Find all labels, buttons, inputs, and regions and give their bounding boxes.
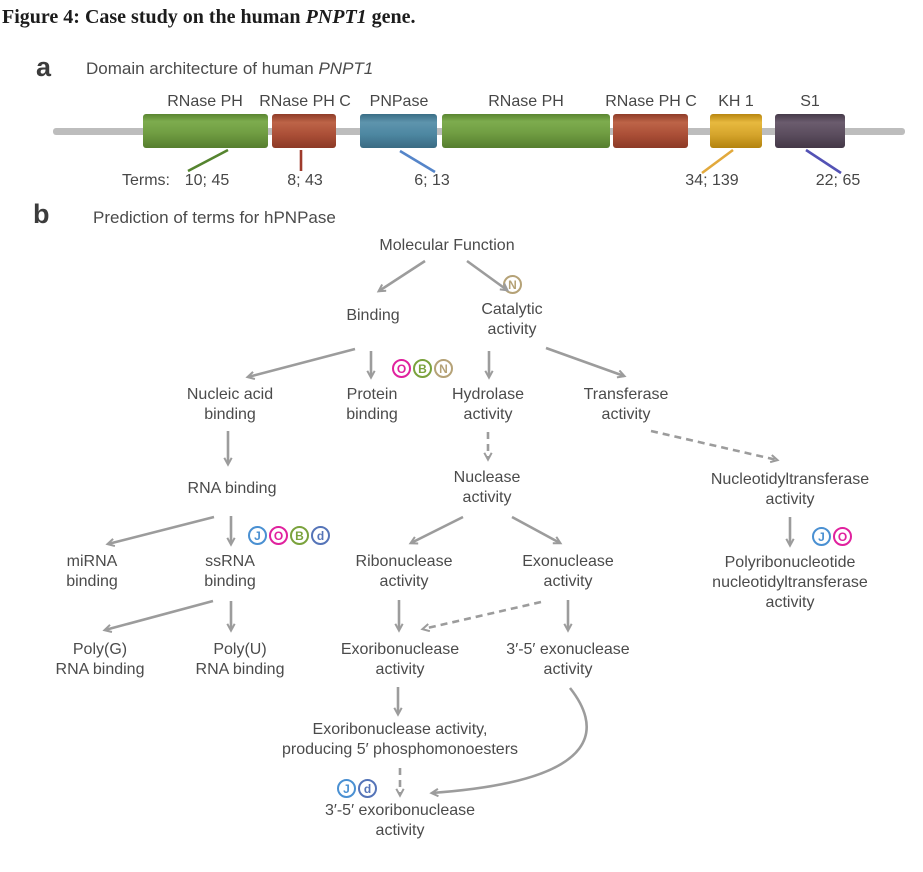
leader-line-kh1 — [701, 148, 734, 175]
node-polyg-rna-binding: Poly(G) RNA binding — [55, 641, 145, 679]
domain-label-rnasephc-1: RNase PH C — [259, 93, 351, 110]
node-polyribonucleotide-nucleotidyltransferase-activity: Polyribonucleotide nucleotidyltransferas… — [712, 554, 868, 612]
gene-name-italic: PNPT1 — [305, 6, 367, 28]
method-badge-N-icon: N — [503, 275, 522, 294]
domain-label-rnaseph-2: RNase PH — [488, 93, 564, 110]
figure-title: Figure 4: Case study on the human PNPT1 … — [2, 6, 416, 29]
badge-group-ssrna-binding: J O B d — [248, 526, 330, 545]
arrow-binding-to-nucleic-acid — [248, 347, 356, 377]
domain-box-s1 — [775, 114, 845, 148]
domain-label-pnpase: PNPase — [369, 93, 429, 110]
node-catalytic-activity: Catalytic activity — [481, 301, 543, 339]
node-protein-binding: Protein binding — [346, 386, 398, 424]
term-count-rnasephc: 8; 43 — [287, 172, 323, 189]
dashed-arrow-transferase-to-nucleotidyltransferase — [650, 429, 777, 460]
node-polyu-rna-binding: Poly(U) RNA binding — [195, 641, 285, 679]
arrow-ssrna-to-polyg — [105, 599, 214, 630]
node-mirna-binding: miRNA binding — [66, 553, 118, 591]
arrow-catalytic-to-transferase — [545, 346, 624, 376]
term-count-pnpase: 6; 13 — [414, 172, 450, 189]
node-binding: Binding — [346, 307, 400, 324]
panel-a-gene-italic: PNPT1 — [318, 59, 374, 78]
method-badge-J-icon: J — [812, 527, 831, 546]
badge-group-protein-binding: O B N — [392, 359, 453, 378]
method-badge-O-icon: O — [269, 526, 288, 545]
node-nucleotidyltransferase-activity: Nucleotidyltransferase activity — [710, 471, 870, 509]
arrow-mf-to-catalytic — [466, 259, 507, 290]
method-badge-N-icon: N — [434, 359, 453, 378]
method-badge-O-icon: O — [392, 359, 411, 378]
panel-a-title-text: Domain architecture of human — [86, 59, 319, 78]
domain-box-kh1 — [710, 114, 762, 148]
method-badge-B-icon: B — [290, 526, 309, 545]
term-count-rnaseph-1: 10; 45 — [184, 172, 230, 189]
node-nucleic-acid-binding: Nucleic acid binding — [186, 386, 274, 424]
node-rna-binding: RNA binding — [187, 480, 277, 497]
badge-group-catalytic: N — [503, 275, 522, 294]
node-exonuclease-activity: Exonuclease activity — [522, 553, 614, 591]
node-exoribonuclease-producing-phosphomonoesters: Exoribonuclease activity, producing 5′ p… — [281, 721, 519, 759]
node-exoribonuclease-activity: Exoribonuclease activity — [340, 641, 460, 679]
arrow-nuclease-to-exonuclease — [511, 515, 560, 543]
domain-box-rnasephc-1 — [272, 114, 336, 148]
node-ssrna-binding: ssRNA binding — [204, 553, 256, 591]
arrow-rna-binding-to-mirna — [108, 515, 215, 544]
domain-label-rnaseph-1: RNase PH — [167, 93, 243, 110]
leader-line-s1 — [805, 148, 842, 175]
domain-label-rnasephc-2: RNase PH C — [605, 93, 697, 110]
method-badge-d-icon: d — [311, 526, 330, 545]
method-badge-B-icon: B — [413, 359, 432, 378]
term-count-s1: 22; 65 — [815, 172, 861, 189]
leader-line-pnpase — [399, 149, 436, 174]
panel-a-label: a — [36, 52, 52, 82]
badge-group-final: J d — [337, 779, 377, 798]
panel-b-title: Prediction of terms for hPNPase — [93, 208, 336, 227]
node-3-5-exonuclease-activity: 3′-5′ exonuclease activity — [506, 641, 630, 679]
domain-box-rnasephc-2 — [613, 114, 688, 148]
domain-box-rnaseph-1 — [143, 114, 268, 148]
domain-box-pnpase — [360, 114, 437, 148]
term-count-kh1: 34; 139 — [685, 172, 739, 189]
panel-b-label: b — [33, 199, 50, 229]
method-badge-O-icon: O — [833, 527, 852, 546]
figure-title-prefix: Figure 4: Case study on the human — [2, 6, 306, 28]
leader-line-rnaseph — [187, 148, 229, 173]
node-nuclease-activity: Nuclease activity — [453, 469, 521, 507]
method-badge-d-icon: d — [358, 779, 377, 798]
domain-label-kh1: KH 1 — [718, 93, 754, 110]
domain-label-s1: S1 — [800, 93, 820, 110]
node-ribonuclease-activity: Ribonuclease activity — [355, 553, 453, 591]
node-molecular-function: Molecular Function — [379, 237, 515, 254]
node-transferase-activity: Transferase activity — [583, 386, 669, 424]
domain-box-rnaseph-2 — [442, 114, 610, 148]
dashed-arrow-exonuclease-to-exoribonuclease — [423, 600, 542, 629]
figure-title-suffix: gene. — [366, 6, 416, 28]
terms-label: Terms: — [122, 172, 170, 189]
arrow-nuclease-to-ribonuclease — [411, 515, 464, 543]
panel-a-title: Domain architecture of human PNPT1 — [86, 59, 373, 79]
method-badge-J-icon: J — [337, 779, 356, 798]
method-badge-J-icon: J — [248, 526, 267, 545]
node-3-5-exoribonuclease-activity: 3′-5′ exoribonuclease activity — [324, 802, 476, 840]
node-hydrolase-activity: Hydrolase activity — [451, 386, 525, 424]
arrow-mf-to-binding — [379, 259, 426, 291]
badge-group-polyribonucleotide: J O — [812, 527, 852, 546]
